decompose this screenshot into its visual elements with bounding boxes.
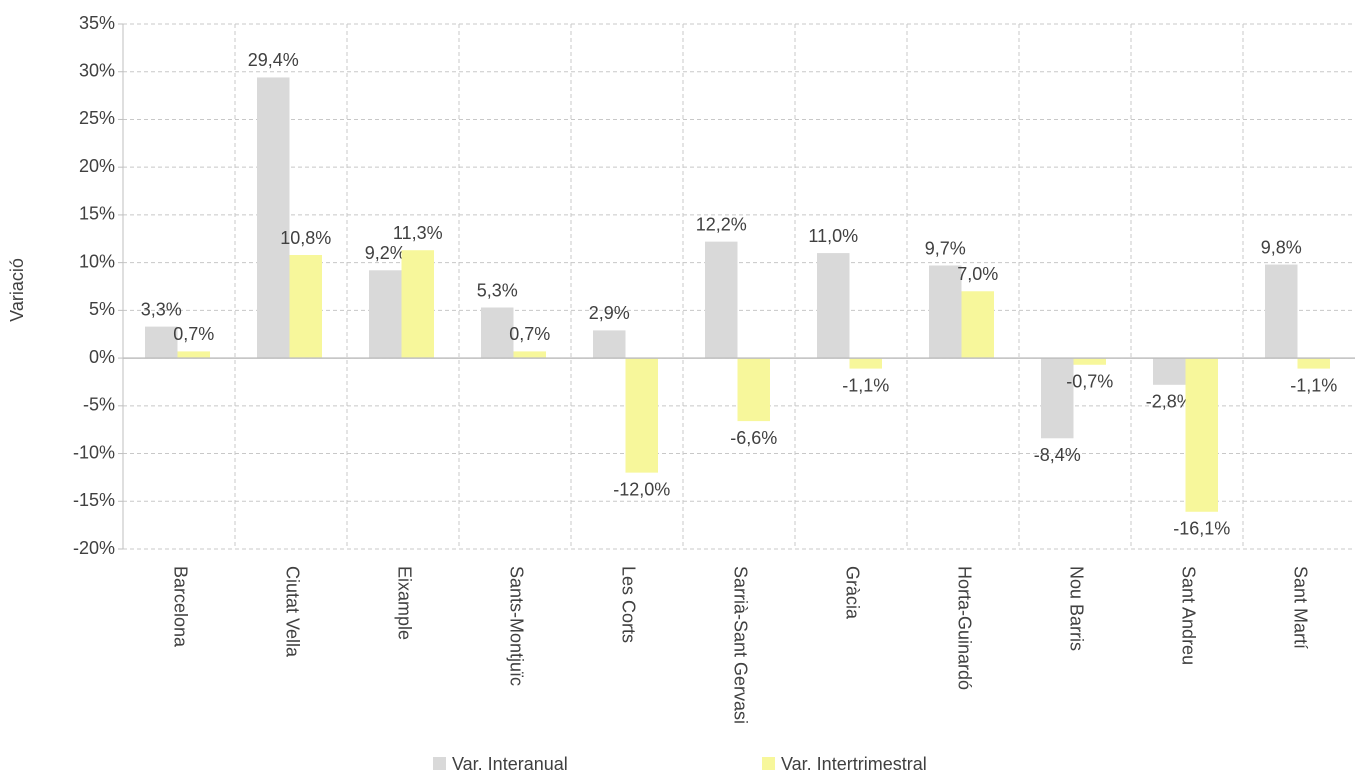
bar — [481, 307, 514, 359]
x-tick-label: Les Corts — [618, 566, 638, 643]
bar — [961, 291, 994, 359]
data-label: 9,7% — [925, 238, 966, 258]
data-label: 0,7% — [509, 324, 550, 344]
bar — [1185, 358, 1218, 512]
data-label: -1,1% — [1290, 375, 1337, 395]
bar — [1153, 358, 1186, 385]
bar — [625, 358, 658, 473]
x-tick-label: Sarrià-Sant Gervasi — [730, 566, 750, 724]
data-label: 12,2% — [696, 214, 747, 234]
data-label: -0,7% — [1066, 372, 1113, 392]
data-label: 10,8% — [280, 228, 331, 248]
bar — [289, 255, 322, 359]
data-label: 11,0% — [808, 226, 858, 246]
bar — [1073, 358, 1106, 365]
x-tick-label: Barcelona — [170, 566, 190, 648]
legend-swatch — [433, 757, 446, 770]
y-tick-label: 5% — [89, 299, 115, 319]
data-label: 5,3% — [477, 280, 518, 300]
data-label: 29,4% — [248, 50, 299, 70]
bar — [369, 270, 402, 359]
data-label: -16,1% — [1173, 519, 1230, 539]
y-tick-label: -20% — [73, 538, 115, 558]
data-label: 9,2% — [365, 243, 406, 263]
data-label: 3,3% — [141, 299, 182, 319]
bar — [145, 326, 178, 359]
data-label: -8,4% — [1034, 445, 1081, 465]
y-tick-label: 35% — [79, 13, 115, 33]
x-tick-label: Sants-Montjuïc — [506, 566, 526, 686]
y-tick-label: 10% — [79, 251, 115, 271]
y-tick-label: 25% — [79, 108, 115, 128]
bar — [1265, 264, 1298, 359]
x-tick-label: Eixample — [394, 566, 414, 640]
bar — [513, 351, 546, 359]
bar — [705, 241, 738, 359]
x-tick-label: Horta-Guinardó — [954, 566, 974, 690]
legend-label: Var. Intertrimestral — [781, 754, 927, 774]
bar — [1297, 358, 1330, 369]
legend-label: Var. Interanual — [452, 754, 568, 774]
y-tick-label: 0% — [89, 347, 115, 367]
data-label: -1,1% — [842, 375, 889, 395]
data-label: -12,0% — [613, 479, 670, 499]
y-tick-label: 30% — [79, 60, 115, 80]
data-label: 7,0% — [957, 264, 998, 284]
data-label: 11,3% — [393, 223, 443, 243]
data-label: 2,9% — [589, 303, 630, 323]
x-tick-label: Gràcia — [842, 566, 862, 620]
data-label: 0,7% — [173, 324, 214, 344]
bar — [817, 253, 850, 359]
x-tick-label: Nou Barris — [1066, 566, 1086, 651]
x-tick-label: Sant Martí — [1290, 566, 1310, 649]
bar — [849, 358, 882, 369]
x-tick-label: Ciutat Vella — [282, 566, 302, 658]
y-tick-label: -5% — [83, 395, 115, 415]
bar — [177, 351, 210, 359]
bar — [1041, 358, 1074, 439]
legend-swatch — [762, 757, 775, 770]
bar — [401, 250, 434, 359]
y-tick-label: 20% — [79, 156, 115, 176]
x-tick-label: Sant Andreu — [1178, 566, 1198, 665]
bar — [929, 265, 962, 359]
y-tick-label: -10% — [73, 442, 115, 462]
y-tick-label: -15% — [73, 490, 115, 510]
data-label: -2,8% — [1146, 392, 1193, 412]
data-label: 9,8% — [1261, 237, 1302, 257]
y-axis-title: Variació — [7, 258, 27, 322]
data-label: -6,6% — [730, 428, 777, 448]
bar — [737, 358, 770, 422]
y-tick-label: 15% — [79, 204, 115, 224]
bar — [257, 77, 290, 359]
bar — [593, 330, 626, 359]
